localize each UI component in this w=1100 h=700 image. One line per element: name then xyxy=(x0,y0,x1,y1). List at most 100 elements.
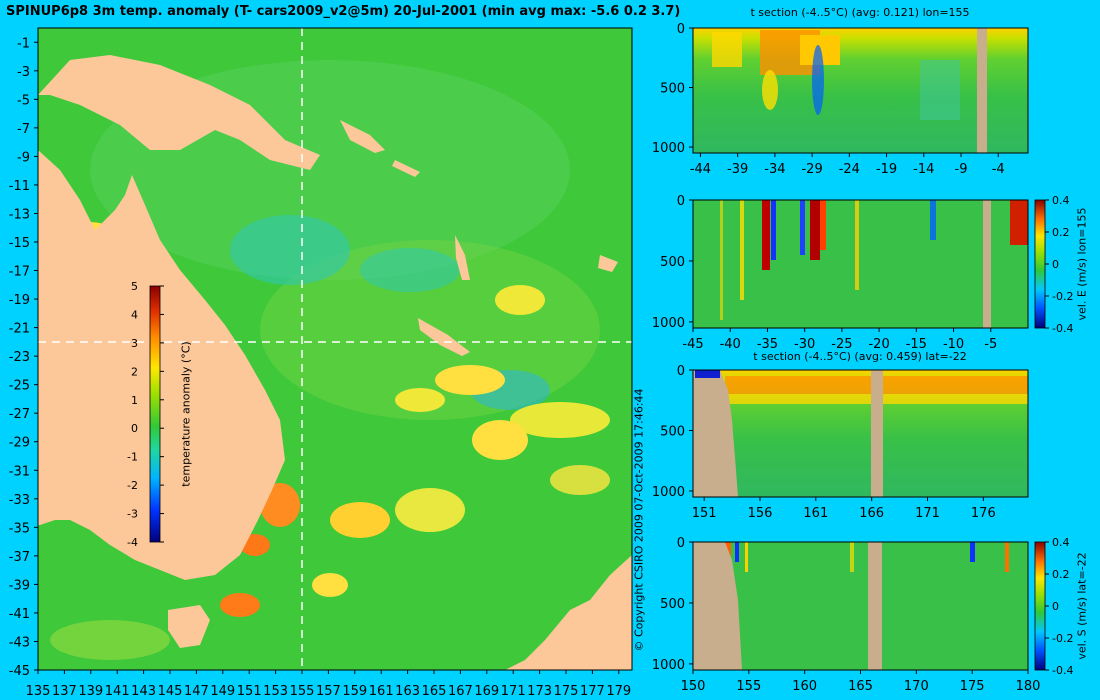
panel-colorbar-tick-label: 0 xyxy=(1052,258,1059,271)
panel-x-tick-label: -10 xyxy=(943,337,964,352)
map-x-tick-label: 141 xyxy=(105,684,130,699)
panel3-island xyxy=(871,370,883,497)
panel-vel-s-lat xyxy=(692,541,1029,671)
panel1-land xyxy=(977,28,987,153)
vel-e-colorbar xyxy=(1034,199,1046,329)
map-y-tick-label: -11 xyxy=(9,179,30,194)
panel-vel-e-lon xyxy=(692,199,1029,329)
panel2-frame xyxy=(692,199,1029,329)
map-x-tick-label: 151 xyxy=(237,684,262,699)
vanuatu-land xyxy=(455,235,470,280)
map-y-tick-label: -29 xyxy=(9,436,30,451)
new-zealand-land xyxy=(505,555,632,670)
map-y-tick-label: -25 xyxy=(9,379,30,394)
map-y-tick-label: -15 xyxy=(9,236,30,251)
panel-x-tick-label: 161 xyxy=(803,506,828,521)
map-y-tick-label: -1 xyxy=(17,36,30,51)
australia-land xyxy=(38,150,285,580)
solomon-islands-land xyxy=(340,120,420,177)
colorbar-tick-label: -2 xyxy=(127,479,138,492)
map-y-tick-label: -17 xyxy=(9,265,30,280)
map-y-tick-label: -3 xyxy=(17,65,30,80)
vel-e-colorbar-gradient xyxy=(1034,199,1046,329)
map-x-tick-label: 175 xyxy=(554,684,579,699)
panel-colorbar-tick-label: 0.4 xyxy=(1052,194,1070,207)
panel-x-tick-label: -20 xyxy=(868,337,889,352)
map-x-tick-label: 147 xyxy=(184,684,209,699)
panel2-land xyxy=(983,200,991,328)
map-x-ticks: 135 137 139 141 143 145 147 149 151 153 155 157 159 1… xyxy=(26,670,631,699)
map-x-tick-label: 145 xyxy=(158,684,183,699)
panel-x-tick-label: -24 xyxy=(839,162,860,177)
tasmania-land xyxy=(168,605,210,648)
new-caledonia-land xyxy=(418,318,470,356)
panel-x-tick-label: -25 xyxy=(831,337,852,352)
panel-x-tick-label: -15 xyxy=(906,337,927,352)
colorbar-tick-label: 3 xyxy=(131,337,138,350)
map-y-tick-label: -31 xyxy=(9,464,30,479)
map-y-tick-label: -5 xyxy=(17,93,30,108)
map-x-tick-label: 167 xyxy=(448,684,473,699)
map-x-tick-label: 165 xyxy=(422,684,447,699)
map-x-tick-label: 169 xyxy=(474,684,499,699)
panel-x-tick-label: -35 xyxy=(757,337,778,352)
panel4-island xyxy=(868,542,882,670)
colorbar-ticks: 5 4 3 2 1 0 -1 -2 -3 -4 xyxy=(127,280,164,549)
colorbar-tick-label: 5 xyxy=(131,280,138,293)
panel-x-tick-label: 155 xyxy=(736,679,761,694)
panel-x-tick-label: -30 xyxy=(794,337,815,352)
panel-y-tick-label: 500 xyxy=(660,82,685,97)
copyright-text: © Copyright CSIRO 2009 07-Oct-2009 17:46… xyxy=(632,388,646,652)
new-guinea-land xyxy=(38,55,320,170)
panel3-land xyxy=(693,370,738,497)
colorbar-label: temperature anomaly (°C) xyxy=(179,341,193,487)
panel1-field xyxy=(693,28,1028,153)
panel-colorbar-tick-label: -0.4 xyxy=(1052,664,1073,677)
map-x-tick-label: 171 xyxy=(501,684,526,699)
panel-colorbar-tick-label: -0.4 xyxy=(1052,322,1073,335)
fiji-land xyxy=(598,255,618,272)
map-x-tick-label: 157 xyxy=(316,684,341,699)
panel-x-tick-label: 156 xyxy=(748,506,773,521)
panel4-colorbar-label: vel. S (m/s) lat=-22 xyxy=(1075,552,1089,660)
colorbar-tick-label: -1 xyxy=(127,451,138,464)
map-y-tick-label: -19 xyxy=(9,293,30,308)
colorbar-tick-label: 4 xyxy=(131,308,138,321)
panel-x-tick-label: 176 xyxy=(971,506,996,521)
panel-x-tick-label: 150 xyxy=(681,679,706,694)
map-x-tick-label: 179 xyxy=(606,684,631,699)
panel-x-tick-label: -14 xyxy=(913,162,934,177)
panel-colorbar-tick-label: 0.2 xyxy=(1052,568,1070,581)
panel-x-tick-label: -9 xyxy=(955,162,968,177)
colorbar-tick-label: 0 xyxy=(131,422,138,435)
panel-x-tick-label: 151 xyxy=(692,506,717,521)
map-x-tick-label: 143 xyxy=(131,684,156,699)
panel-x-tick-label: -29 xyxy=(801,162,822,177)
panel-x-tick-label: -5 xyxy=(984,337,997,352)
panel-x-tick-label: -34 xyxy=(764,162,785,177)
panel-x-tick-label: 175 xyxy=(960,679,985,694)
panel-colorbar-tick-label: -0.2 xyxy=(1052,632,1073,645)
panel-t-section-lon xyxy=(692,27,1029,154)
panel-y-tick-label: 0 xyxy=(677,194,685,209)
panel-x-tick-label: 171 xyxy=(915,506,940,521)
panel1-frame xyxy=(692,27,1029,154)
map-x-tick-label: 153 xyxy=(263,684,288,699)
map-x-tick-label: 163 xyxy=(395,684,420,699)
map-y-tick-label: -7 xyxy=(17,122,30,137)
panel-y-tick-label: 500 xyxy=(660,255,685,270)
panel-x-tick-label: -45 xyxy=(682,337,703,352)
map-x-tick-label: 135 xyxy=(26,684,51,699)
colorbar-tick-label: -3 xyxy=(127,508,138,521)
temperature-colorbar: 5 4 3 2 1 0 -1 -2 -3 -4 xyxy=(127,280,164,549)
panel-colorbar-tick-label: 0.4 xyxy=(1052,536,1070,549)
panel-x-tick-label: 165 xyxy=(848,679,873,694)
panel-y-tick-label: 1000 xyxy=(652,141,685,156)
panel-x-tick-label: -39 xyxy=(727,162,748,177)
map-x-tick-label: 137 xyxy=(52,684,77,699)
vel-s-colorbar-gradient xyxy=(1034,541,1046,671)
panel-x-tick-label: 166 xyxy=(859,506,884,521)
panel4-field xyxy=(693,542,1028,670)
map-x-tick-label: 173 xyxy=(527,684,552,699)
